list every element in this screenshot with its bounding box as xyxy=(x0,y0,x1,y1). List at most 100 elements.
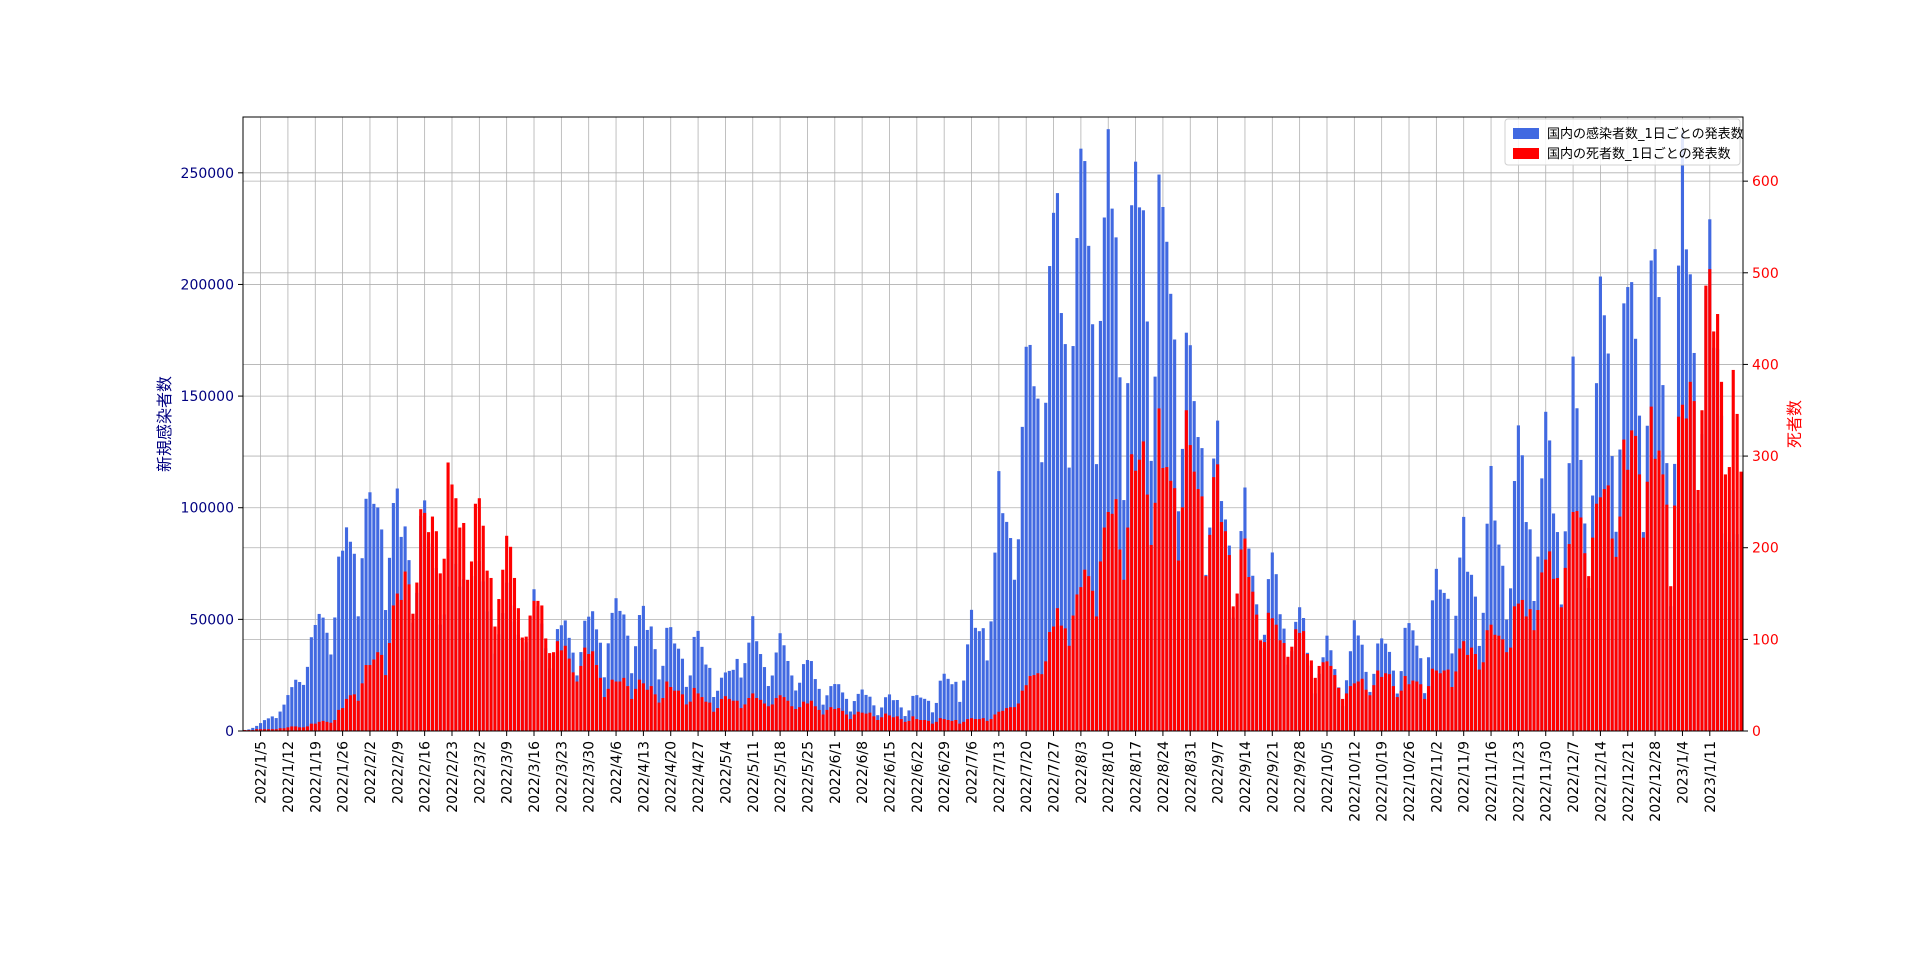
death-bar xyxy=(1341,698,1345,731)
death-bar xyxy=(735,700,739,731)
death-bar xyxy=(762,703,767,731)
case-bar xyxy=(1520,455,1524,731)
case-bar xyxy=(891,700,895,731)
death-bar xyxy=(591,651,595,731)
case-bar xyxy=(704,664,708,731)
case-bar xyxy=(1059,313,1063,731)
case-bar xyxy=(309,637,313,731)
legend-swatch xyxy=(1513,128,1539,139)
death-bar xyxy=(1645,481,1649,731)
death-bar xyxy=(665,681,669,731)
death-bar xyxy=(1419,684,1423,731)
death-bar xyxy=(1169,480,1173,731)
case-bar xyxy=(950,684,954,731)
case-bar xyxy=(1040,462,1044,731)
death-bar xyxy=(770,704,774,731)
death-bar xyxy=(969,718,974,731)
plot-frame xyxy=(242,116,1744,732)
death-bar xyxy=(1411,680,1415,731)
death-bar xyxy=(954,720,958,731)
death-bar xyxy=(1036,673,1040,731)
legend-label: 国内の感染者数_1日ごとの発表数 xyxy=(1547,126,1744,142)
x-tick-label: 2022/2/23 xyxy=(445,741,461,813)
death-bar xyxy=(911,716,915,731)
case-bar xyxy=(1446,598,1450,731)
death-bar xyxy=(266,729,270,731)
x-tick-label: 2022/10/26 xyxy=(1402,741,1418,822)
death-bar xyxy=(966,719,970,731)
death-bar xyxy=(809,700,813,731)
death-bar xyxy=(469,561,474,731)
death-bar xyxy=(1516,603,1520,731)
death-bar xyxy=(630,698,634,731)
death-bar xyxy=(1692,401,1696,731)
death-bar xyxy=(1622,439,1626,731)
death-bar xyxy=(1454,671,1458,731)
y-right-tick-label: 0 xyxy=(1752,724,1761,740)
case-bar xyxy=(360,558,364,731)
death-bar xyxy=(860,712,864,731)
death-bar xyxy=(1122,579,1126,731)
death-bar xyxy=(1270,618,1274,731)
death-bar xyxy=(649,686,653,731)
death-bar xyxy=(1290,646,1294,731)
y-left-tick-label: 0 xyxy=(225,724,234,740)
death-bar xyxy=(938,718,942,731)
case-bar xyxy=(1458,557,1462,731)
x-tick-label: 2022/4/6 xyxy=(609,741,625,804)
death-bar xyxy=(973,719,977,731)
death-bar xyxy=(739,708,743,731)
death-bar xyxy=(1020,690,1024,731)
case-bar xyxy=(329,654,333,731)
death-bar xyxy=(419,509,423,731)
death-bar xyxy=(305,726,310,731)
death-bar xyxy=(794,709,798,731)
death-bar xyxy=(395,593,399,731)
case-bar xyxy=(637,615,642,731)
death-bar xyxy=(1739,471,1743,731)
case-bar xyxy=(606,643,610,731)
x-tick-label: 2022/7/13 xyxy=(992,741,1008,813)
death-bar xyxy=(1544,559,1548,731)
x-tick-label: 2022/12/21 xyxy=(1621,741,1637,822)
death-bar xyxy=(1442,670,1446,731)
death-bar xyxy=(1051,626,1056,731)
death-bar xyxy=(1262,642,1267,731)
case-bar xyxy=(1106,129,1110,732)
death-bar xyxy=(337,709,341,731)
death-bar xyxy=(821,714,825,731)
death-bar xyxy=(1395,697,1399,731)
death-bar xyxy=(477,498,481,731)
y-right-axis-label: 死者数 xyxy=(1785,400,1804,448)
death-bar xyxy=(1501,639,1505,731)
death-bar xyxy=(372,659,376,731)
x-tick-label: 2022/9/14 xyxy=(1238,741,1254,813)
case-bar xyxy=(1430,600,1435,731)
death-bar xyxy=(1540,572,1544,731)
death-bar xyxy=(805,703,810,731)
death-bar xyxy=(442,558,446,731)
legend-swatch xyxy=(1513,148,1539,159)
death-bar xyxy=(1012,707,1017,731)
death-bar xyxy=(567,658,571,731)
case-bar xyxy=(923,698,927,731)
case-bar xyxy=(1434,568,1438,731)
death-bar xyxy=(1212,477,1216,731)
case-bar xyxy=(1114,237,1118,732)
death-bar xyxy=(1618,516,1622,731)
death-bar xyxy=(1184,410,1188,731)
death-bar xyxy=(278,728,282,731)
death-bar xyxy=(1126,527,1130,731)
case-bar xyxy=(1051,212,1056,731)
x-tick-label: 2022/3/9 xyxy=(500,741,516,804)
case-bar xyxy=(1091,324,1095,731)
death-bar xyxy=(977,719,981,731)
death-bar xyxy=(790,706,794,731)
x-tick-label: 2022/7/20 xyxy=(1019,741,1035,813)
death-bar xyxy=(1251,591,1255,731)
y-right-tick-label: 500 xyxy=(1752,266,1779,282)
death-bar xyxy=(485,570,489,731)
death-bar xyxy=(1176,560,1181,731)
death-bar xyxy=(544,638,548,731)
legend-box xyxy=(1504,118,1741,166)
